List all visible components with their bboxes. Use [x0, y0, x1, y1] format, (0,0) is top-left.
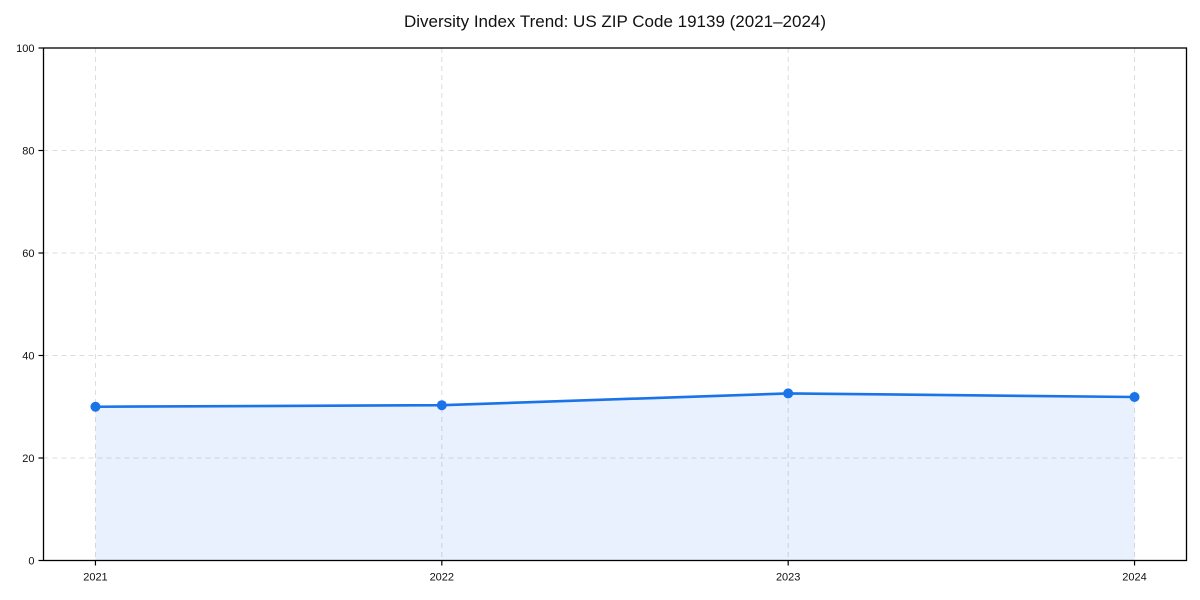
- x-tick-label: 2023: [776, 572, 800, 584]
- data-point: [783, 388, 794, 399]
- y-tick-label: 100: [16, 43, 34, 55]
- chart-title: Diversity Index Trend: US ZIP Code 19139…: [403, 12, 827, 31]
- x-tick-label: 2021: [83, 572, 107, 584]
- plot-border: [42, 47, 1188, 562]
- y-tick-label: 20: [22, 453, 34, 465]
- y-tick-label: 80: [22, 146, 34, 158]
- y-tick-label: 0: [28, 556, 34, 568]
- data-point: [90, 401, 101, 412]
- area-fill: [95, 393, 1135, 561]
- x-tick-label: 2022: [430, 572, 454, 584]
- y-tick-label: 40: [22, 351, 34, 363]
- y-tick-label: 60: [22, 248, 34, 260]
- x-tick-label: 2024: [1122, 572, 1146, 584]
- data-point: [436, 400, 447, 411]
- trend-line: [94, 392, 1136, 409]
- data-point: [1129, 392, 1140, 403]
